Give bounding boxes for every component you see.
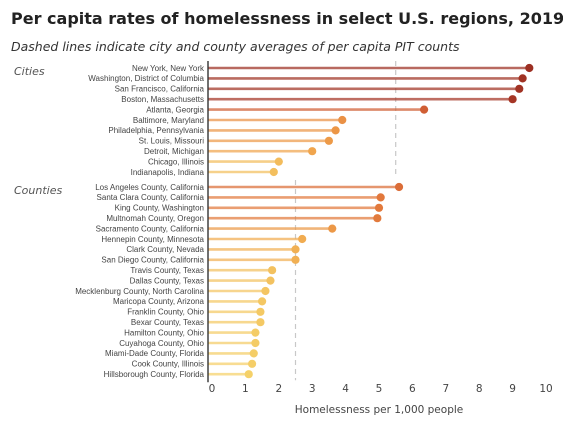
- category-label-mecklenburg-county-north-carolina: Mecklenburg County, North Carolina: [75, 287, 204, 296]
- lollipop-dot-hamilton-county-ohio: [251, 328, 260, 337]
- lollipop-dot-franklin-county-ohio: [256, 307, 265, 316]
- category-label-bexar-county-texas: Bexar County, Texas: [131, 318, 204, 327]
- category-label-philadelphia-pennsylvania: Philadelphia, Pennsylvania: [108, 126, 204, 135]
- x-tick-label-6: 6: [409, 383, 416, 395]
- lollipop-dot-dallas-county-texas: [266, 276, 275, 285]
- lollipop-dot-san-diego-county-california: [291, 255, 300, 264]
- section-label-cities: Cities: [14, 65, 45, 78]
- x-tick-label-0: 0: [209, 383, 216, 395]
- category-label-new-york-new-york: New York, New York: [132, 64, 205, 73]
- lollipop-dot-washington-district-of-columbia: [518, 74, 527, 83]
- category-label-st-louis-missouri: St. Louis, Missouri: [139, 137, 205, 146]
- x-tick-label-7: 7: [442, 383, 449, 395]
- lollipop-dot-hillsborough-county-florida: [244, 370, 253, 379]
- category-label-cook-county-illinois: Cook County, Illinois: [132, 360, 204, 369]
- lollipop-dot-maricopa-county-arizona: [258, 297, 267, 306]
- lollipop-dot-los-angeles-county-california: [394, 182, 404, 192]
- chart-subtitle: Dashed lines indicate city and county av…: [11, 39, 460, 54]
- lollipop-dot-baltimore-maryland: [338, 115, 347, 125]
- lollipop-dot-boston-massachusetts: [508, 95, 517, 104]
- category-label-santa-clara-county-california: Santa Clara County, California: [97, 193, 205, 202]
- lollipop-dot-sacramento-county-california: [328, 224, 337, 233]
- category-label-maricopa-county-arizona: Maricopa County, Arizona: [113, 297, 205, 306]
- category-label-hillsborough-county-florida: Hillsborough County, Florida: [104, 370, 205, 379]
- chart-title: Per capita rates of homelessness in sele…: [11, 9, 563, 28]
- category-label-indianapolis-indiana: Indianapolis, Indiana: [131, 168, 205, 177]
- lollipop-dot-santa-clara-county-california: [376, 193, 385, 202]
- lollipop-dot-detroit-michigan: [308, 147, 317, 156]
- lollipop-dot-mecklenburg-county-north-carolina: [261, 286, 270, 296]
- lollipop-dot-new-york-new-york: [525, 63, 534, 73]
- section-label-counties: Counties: [14, 184, 62, 197]
- category-label-dallas-county-texas: Dallas County, Texas: [130, 276, 204, 285]
- category-label-atlanta-georgia: Atlanta, Georgia: [146, 105, 204, 114]
- x-tick-label-9: 9: [509, 383, 516, 395]
- category-label-boston-massachusetts: Boston, Massachusetts: [121, 95, 204, 104]
- lollipop-dot-travis-county-texas: [268, 266, 277, 275]
- lollipop-dot-miami-dade-county-florida: [249, 349, 258, 358]
- category-label-san-diego-county-california: San Diego County, California: [101, 256, 204, 265]
- x-tick-label-1: 1: [242, 383, 249, 395]
- lollipop-dot-cuyahoga-county-ohio: [251, 338, 260, 348]
- category-label-multnomah-county-oregon: Multnomah County, Oregon: [106, 214, 204, 223]
- lollipop-dot-cook-county-illinois: [247, 359, 257, 368]
- lollipop-dot-bexar-county-texas: [256, 318, 265, 327]
- x-tick-label-10: 10: [539, 383, 552, 395]
- category-label-baltimore-maryland: Baltimore, Maryland: [133, 116, 204, 125]
- lollipop-dot-indianapolis-indiana: [269, 167, 278, 177]
- lollipop-dot-st-louis-missouri: [324, 136, 333, 145]
- x-tick-label-4: 4: [342, 383, 349, 395]
- category-label-chicago-illinois: Chicago, Illinois: [148, 157, 204, 166]
- lollipop-dot-multnomah-county-oregon: [373, 214, 382, 223]
- category-label-king-county-washington: King County, Washington: [115, 204, 204, 213]
- category-label-miami-dade-county-florida: Miami-Dade County, Florida: [105, 349, 205, 358]
- category-label-los-angeles-county-california: Los Angeles County, California: [95, 183, 204, 192]
- category-label-san-francisco-california: San Francisco, California: [115, 85, 205, 94]
- category-label-cuyahoga-county-ohio: Cuyahoga County, Ohio: [119, 339, 204, 348]
- category-label-hamilton-county-ohio: Hamilton County, Ohio: [124, 328, 204, 337]
- x-tick-label-2: 2: [275, 383, 282, 395]
- category-label-clark-county-nevada: Clark County, Nevada: [126, 245, 204, 254]
- category-label-detroit-michigan: Detroit, Michigan: [144, 147, 204, 156]
- lollipop-dot-san-francisco-california: [515, 84, 524, 93]
- x-tick-label-3: 3: [309, 383, 316, 395]
- lollipop-dot-hennepin-county-minnesota: [298, 234, 307, 244]
- x-axis-title: Homelessness per 1,000 people: [295, 404, 464, 416]
- x-tick-label-8: 8: [476, 383, 483, 395]
- lollipop-dot-clark-county-nevada: [291, 245, 300, 254]
- category-label-hennepin-county-minnesota: Hennepin County, Minnesota: [101, 235, 204, 244]
- category-label-washington-district-of-columbia: Washington, District of Columbia: [88, 74, 204, 83]
- category-label-franklin-county-ohio: Franklin County, Ohio: [127, 308, 204, 317]
- x-tick-label-5: 5: [376, 383, 383, 395]
- category-label-sacramento-county-california: Sacramento County, California: [96, 224, 205, 233]
- lollipop-dot-king-county-washington: [374, 203, 384, 212]
- lollipop-dot-atlanta-georgia: [419, 105, 429, 114]
- lollipop-dot-chicago-illinois: [274, 157, 283, 166]
- category-label-travis-county-texas: Travis County, Texas: [130, 266, 204, 275]
- lollipop-dot-philadelphia-pennsylvania: [331, 126, 340, 135]
